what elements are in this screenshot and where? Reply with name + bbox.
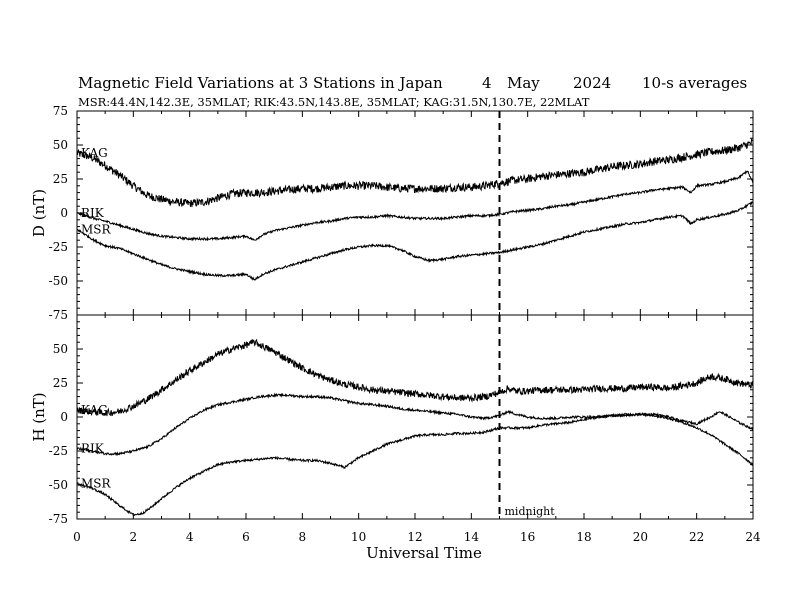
x-tick-label: 8 <box>299 530 307 544</box>
x-tick-label: 2 <box>130 530 138 544</box>
panel-d-declination: 75 50 25 0 -25 -50 -75 D (nT) KAG RIK MSR <box>30 104 754 322</box>
y-tick-label: -25 <box>49 444 68 458</box>
station-label-kag: KAG <box>81 146 108 160</box>
date-day: 4 <box>482 74 492 92</box>
date-month: May <box>507 74 540 92</box>
y-tick-label: 25 <box>53 172 68 186</box>
series-kag-d <box>76 137 754 208</box>
y-tick-label: 50 <box>53 342 68 356</box>
x-tick-label: 10 <box>351 530 366 544</box>
x-tick-label: 24 <box>745 530 761 544</box>
x-tick-label: 4 <box>186 530 194 544</box>
x-tick-label: 14 <box>464 530 480 544</box>
station-label-msr: MSR <box>81 222 112 236</box>
y-tick-label: -75 <box>49 512 68 526</box>
y-tick-label: 75 <box>53 104 68 118</box>
x-tick-label: 20 <box>633 530 648 544</box>
x-tick-label: 0 <box>73 530 81 544</box>
date-year: 2024 <box>573 74 611 92</box>
y-tick-label: 0 <box>60 206 68 220</box>
chart-title: Magnetic Field Variations at 3 Stations … <box>78 74 443 92</box>
y-tick-label: -25 <box>49 240 68 254</box>
station-label-rik: RIK <box>81 441 105 455</box>
station-label-kag: KAG <box>81 403 108 417</box>
panel-frame <box>76 314 754 520</box>
x-tick-label: 16 <box>520 530 535 544</box>
midnight-marker: midnight <box>498 111 556 519</box>
midnight-label: midnight <box>505 505 556 518</box>
y-tick-label: -50 <box>49 478 68 492</box>
x-tick-label: 6 <box>242 530 250 544</box>
series-msr-h <box>76 410 754 517</box>
averaging-label: 10-s averages <box>642 74 747 92</box>
y-tick-label: 0 <box>60 410 68 424</box>
x-axis-label: Universal Time <box>366 544 482 562</box>
series-kag-h <box>76 338 754 417</box>
y-axis-label: H (nT) <box>30 392 48 441</box>
y-tick-label: 50 <box>53 138 68 152</box>
panel-frame <box>76 110 754 316</box>
station-label-msr: MSR <box>81 477 112 491</box>
y-tick-label: -50 <box>49 274 68 288</box>
series-msr-d <box>76 200 754 281</box>
x-tick-label: 12 <box>407 530 422 544</box>
x-tick-label: 22 <box>689 530 704 544</box>
y-axis-label: D (nT) <box>30 189 48 237</box>
series-rik-d <box>76 170 754 242</box>
x-tick-label: 18 <box>576 530 591 544</box>
y-tick-label: -75 <box>49 308 68 322</box>
panel-h-horizontal: 50 25 0 -25 -50 -75 H (nT) KAG RIK MSR <box>30 314 754 526</box>
station-label-rik: RIK <box>81 206 105 220</box>
stations-info: MSR:44.4N,142.3E, 35MLAT; RIK:43.5N,143.… <box>78 95 590 109</box>
y-tick-label: 25 <box>53 376 68 390</box>
series-rik-h <box>76 392 754 467</box>
x-axis: 0 2 4 6 8 10 12 14 16 18 20 22 24 <box>73 530 761 544</box>
